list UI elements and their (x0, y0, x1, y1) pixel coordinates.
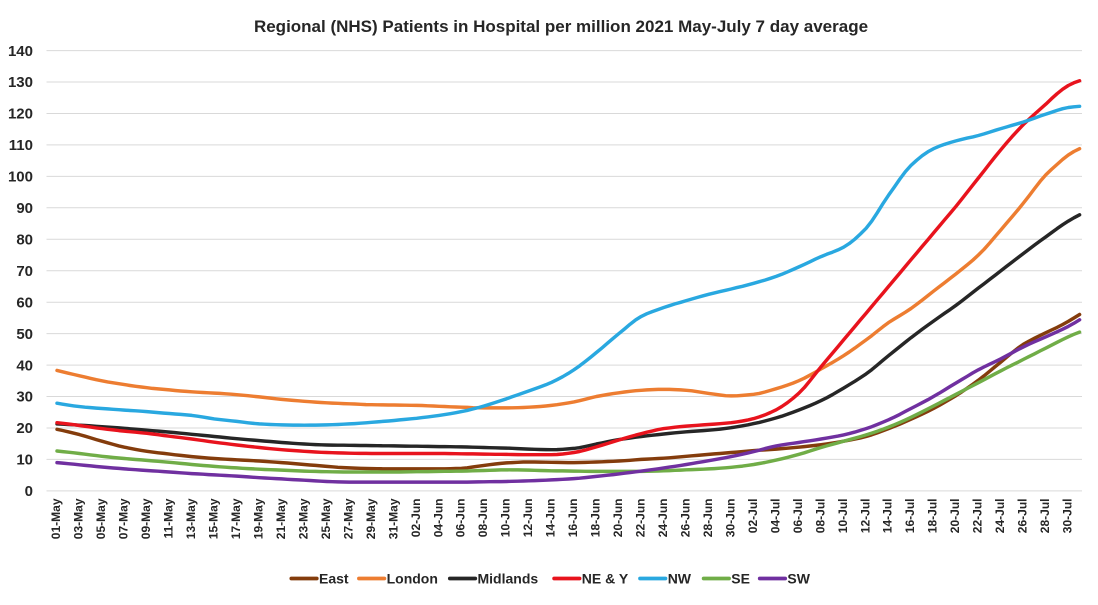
svg-text:22-Jul: 22-Jul (971, 499, 985, 534)
svg-text:30: 30 (16, 389, 33, 406)
svg-text:14-Jul: 14-Jul (881, 499, 895, 534)
svg-text:13-May: 13-May (184, 498, 198, 539)
svg-text:03-May: 03-May (72, 498, 86, 539)
svg-text:02-Jul: 02-Jul (746, 499, 760, 534)
svg-text:10: 10 (16, 452, 33, 469)
svg-text:East: East (319, 571, 349, 587)
svg-text:24-Jul: 24-Jul (993, 499, 1007, 534)
svg-text:20: 20 (16, 420, 33, 437)
svg-text:26-Jun: 26-Jun (678, 499, 692, 538)
svg-text:18-Jun: 18-Jun (589, 499, 603, 538)
svg-text:NW: NW (668, 571, 692, 587)
svg-text:60: 60 (16, 294, 33, 311)
svg-text:140: 140 (8, 43, 33, 60)
svg-text:SE: SE (731, 571, 750, 587)
svg-text:12-Jun: 12-Jun (521, 499, 535, 538)
svg-text:02-Jun: 02-Jun (409, 499, 423, 538)
svg-text:06-Jul: 06-Jul (791, 499, 805, 534)
svg-text:04-Jul: 04-Jul (768, 499, 782, 534)
svg-text:London: London (387, 571, 438, 587)
svg-text:14-Jun: 14-Jun (544, 499, 558, 538)
svg-text:08-Jul: 08-Jul (813, 499, 827, 534)
svg-text:26-Jul: 26-Jul (1016, 499, 1030, 534)
svg-text:40: 40 (16, 357, 33, 374)
svg-text:19-May: 19-May (251, 498, 265, 539)
svg-text:20-Jun: 20-Jun (611, 499, 625, 538)
svg-text:05-May: 05-May (94, 498, 108, 539)
svg-text:Midlands: Midlands (478, 571, 539, 587)
svg-text:06-Jun: 06-Jun (454, 499, 468, 538)
svg-text:04-Jun: 04-Jun (431, 499, 445, 538)
svg-text:09-May: 09-May (139, 498, 153, 539)
svg-text:70: 70 (16, 263, 33, 280)
svg-text:31-May: 31-May (386, 498, 400, 539)
svg-text:SW: SW (787, 571, 810, 587)
svg-text:30-Jul: 30-Jul (1060, 499, 1074, 534)
svg-text:80: 80 (16, 232, 33, 249)
svg-text:120: 120 (8, 106, 33, 123)
svg-text:Regional (NHS) Patients in Hos: Regional (NHS) Patients in Hospital per … (254, 17, 868, 36)
svg-text:28-Jul: 28-Jul (1038, 499, 1052, 534)
svg-text:27-May: 27-May (341, 498, 355, 539)
svg-text:07-May: 07-May (117, 498, 131, 539)
svg-text:90: 90 (16, 200, 33, 217)
svg-text:NE & Y: NE & Y (582, 571, 629, 587)
svg-text:100: 100 (8, 169, 33, 186)
svg-text:01-May: 01-May (49, 498, 63, 539)
svg-text:16-Jul: 16-Jul (903, 499, 917, 534)
svg-text:10-Jun: 10-Jun (499, 499, 513, 538)
svg-text:18-Jul: 18-Jul (926, 499, 940, 534)
svg-text:11-May: 11-May (162, 498, 176, 538)
svg-text:24-Jun: 24-Jun (656, 499, 670, 538)
svg-text:28-Jun: 28-Jun (701, 499, 715, 538)
svg-text:50: 50 (16, 326, 33, 343)
svg-text:110: 110 (9, 137, 33, 154)
svg-text:23-May: 23-May (296, 498, 310, 539)
svg-text:130: 130 (8, 74, 33, 91)
svg-text:17-May: 17-May (229, 498, 243, 539)
svg-text:12-Jul: 12-Jul (858, 499, 872, 534)
svg-text:21-May: 21-May (274, 498, 288, 539)
svg-text:20-Jul: 20-Jul (948, 499, 962, 534)
svg-text:0: 0 (25, 483, 33, 500)
svg-text:08-Jun: 08-Jun (476, 499, 490, 538)
svg-text:15-May: 15-May (206, 498, 220, 539)
svg-text:30-Jun: 30-Jun (723, 499, 737, 538)
svg-text:10-Jul: 10-Jul (836, 499, 850, 534)
svg-text:22-Jun: 22-Jun (633, 499, 647, 538)
svg-text:25-May: 25-May (319, 498, 333, 539)
svg-text:29-May: 29-May (364, 498, 378, 539)
svg-text:16-Jun: 16-Jun (566, 499, 580, 538)
